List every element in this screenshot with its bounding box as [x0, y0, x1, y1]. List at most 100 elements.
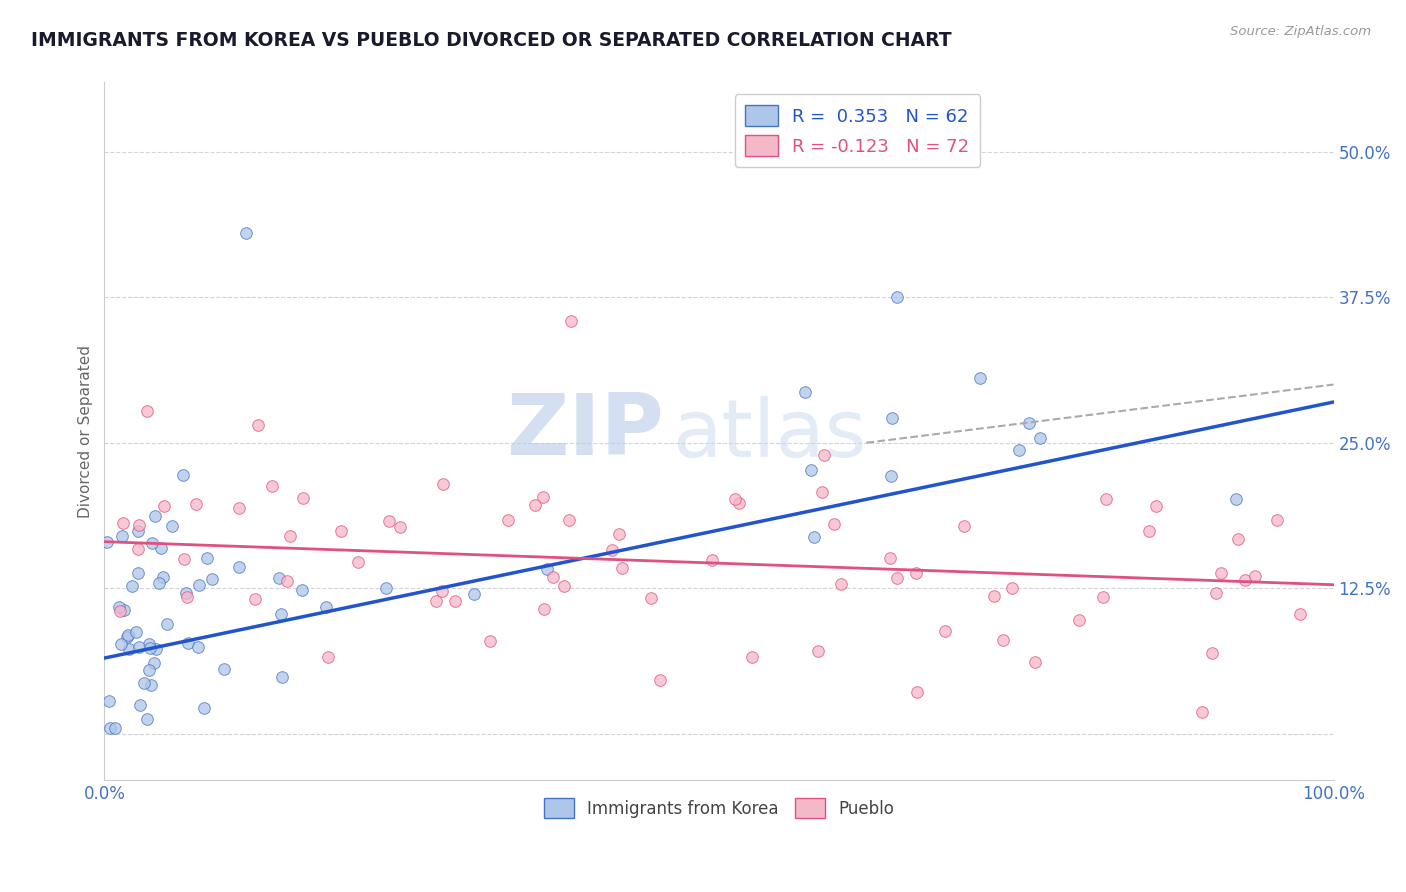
- Point: [184, 497, 207, 511]
- Point: [174, 586, 197, 600]
- Point: [201, 572, 224, 586]
- Point: [1024, 655, 1046, 669]
- Point: [270, 607, 292, 621]
- Point: [1029, 432, 1052, 446]
- Point: [176, 590, 198, 604]
- Point: [807, 644, 830, 658]
- Point: [700, 553, 723, 567]
- Point: [430, 584, 453, 599]
- Point: [138, 638, 160, 652]
- Point: [112, 516, 135, 530]
- Point: [267, 571, 290, 585]
- Point: [108, 599, 131, 614]
- Point: [640, 591, 662, 605]
- Point: [128, 518, 150, 533]
- Point: [104, 721, 127, 735]
- Point: [139, 678, 162, 692]
- Point: [741, 649, 763, 664]
- Point: [141, 535, 163, 549]
- Point: [886, 290, 908, 304]
- Point: [823, 516, 845, 531]
- Point: [378, 514, 401, 528]
- Point: [811, 484, 834, 499]
- Point: [127, 524, 149, 538]
- Point: [260, 479, 283, 493]
- Point: [243, 591, 266, 606]
- Point: [132, 675, 155, 690]
- Point: [330, 524, 353, 538]
- Point: [558, 513, 581, 527]
- Point: [1144, 499, 1167, 513]
- Point: [969, 370, 991, 384]
- Point: [110, 637, 132, 651]
- Point: [173, 552, 195, 566]
- Point: [235, 226, 257, 240]
- Point: [1001, 581, 1024, 595]
- Point: [1289, 607, 1312, 622]
- Point: [316, 650, 339, 665]
- Text: IMMIGRANTS FROM KOREA VS PUEBLO DIVORCED OR SEPARATED CORRELATION CHART: IMMIGRANTS FROM KOREA VS PUEBLO DIVORCED…: [31, 31, 952, 50]
- Point: [1225, 492, 1247, 507]
- Point: [152, 569, 174, 583]
- Point: [1018, 417, 1040, 431]
- Point: [172, 468, 194, 483]
- Point: [98, 721, 121, 735]
- Point: [193, 701, 215, 715]
- Text: atlas: atlas: [672, 395, 866, 474]
- Point: [291, 583, 314, 598]
- Point: [880, 468, 903, 483]
- Point: [148, 575, 170, 590]
- Point: [118, 642, 141, 657]
- Point: [136, 712, 159, 726]
- Point: [127, 541, 149, 556]
- Point: [112, 603, 135, 617]
- Point: [803, 530, 825, 544]
- Point: [533, 602, 555, 616]
- Point: [1226, 532, 1249, 546]
- Legend: Immigrants from Korea, Pueblo: Immigrants from Korea, Pueblo: [537, 792, 901, 824]
- Point: [128, 640, 150, 655]
- Point: [724, 491, 747, 506]
- Point: [1209, 566, 1232, 581]
- Point: [143, 656, 166, 670]
- Point: [214, 662, 236, 676]
- Point: [389, 520, 412, 534]
- Point: [110, 604, 132, 618]
- Point: [188, 578, 211, 592]
- Point: [128, 698, 150, 712]
- Point: [195, 551, 218, 566]
- Point: [111, 528, 134, 542]
- Y-axis label: Divorced or Separated: Divorced or Separated: [79, 344, 93, 517]
- Point: [96, 535, 118, 549]
- Point: [346, 555, 368, 569]
- Point: [650, 673, 672, 687]
- Point: [187, 640, 209, 655]
- Point: [1244, 569, 1267, 583]
- Point: [728, 496, 751, 510]
- Point: [374, 581, 396, 595]
- Point: [524, 498, 547, 512]
- Point: [425, 594, 447, 608]
- Point: [228, 559, 250, 574]
- Point: [432, 477, 454, 491]
- Point: [905, 685, 928, 699]
- Point: [612, 561, 634, 575]
- Point: [291, 491, 314, 505]
- Point: [1091, 590, 1114, 604]
- Point: [1205, 586, 1227, 600]
- Point: [444, 594, 467, 608]
- Point: [1137, 524, 1160, 539]
- Point: [609, 527, 631, 541]
- Point: [496, 513, 519, 527]
- Point: [793, 385, 815, 400]
- Point: [1265, 513, 1288, 527]
- Point: [276, 574, 298, 589]
- Point: [800, 463, 823, 477]
- Point: [121, 579, 143, 593]
- Point: [560, 313, 582, 327]
- Point: [315, 599, 337, 614]
- Point: [117, 628, 139, 642]
- Point: [830, 577, 852, 591]
- Point: [247, 418, 270, 433]
- Point: [153, 500, 176, 514]
